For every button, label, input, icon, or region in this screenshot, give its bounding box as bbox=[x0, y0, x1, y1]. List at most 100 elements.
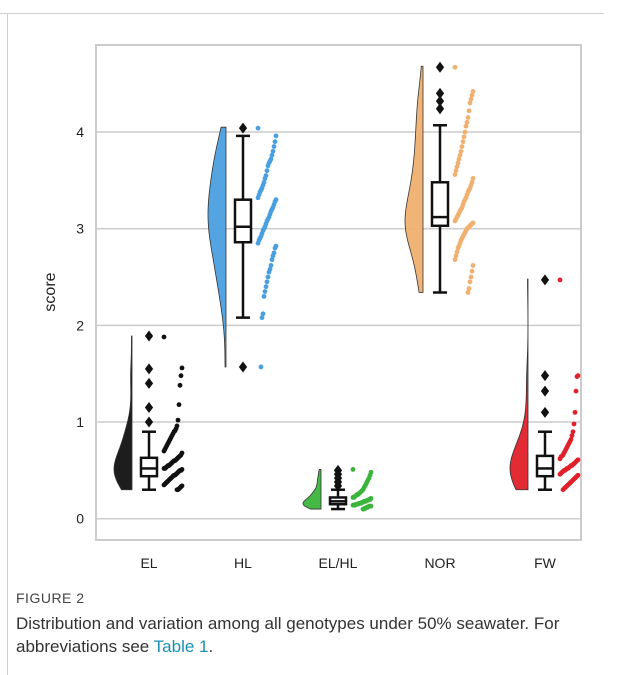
strip-point bbox=[260, 311, 266, 317]
strip-point bbox=[174, 487, 180, 493]
strip-point bbox=[270, 253, 276, 259]
strip-point bbox=[467, 100, 473, 106]
density-el bbox=[113, 335, 133, 491]
strip-point bbox=[453, 253, 459, 259]
x-tick-label: HL bbox=[234, 555, 252, 571]
strip-point bbox=[265, 274, 271, 280]
strip-point bbox=[470, 263, 476, 268]
strip-point bbox=[452, 218, 458, 224]
strip-point bbox=[470, 176, 476, 181]
strip-point bbox=[269, 152, 275, 158]
strip-point bbox=[273, 133, 279, 139]
strip-point bbox=[464, 119, 470, 125]
outlier-marker bbox=[540, 370, 550, 382]
figure-label: FIGURE 2 bbox=[16, 590, 85, 606]
strip-point bbox=[571, 421, 577, 427]
strip-point bbox=[350, 495, 356, 500]
strip-point bbox=[272, 139, 278, 145]
strip-point bbox=[255, 125, 261, 131]
strip-point bbox=[255, 240, 261, 246]
strip-point bbox=[557, 456, 563, 462]
y-tick-label: 0 bbox=[76, 511, 84, 527]
strip-point bbox=[452, 172, 458, 177]
figure-caption: FIGURE 2 Distribution and variation amon… bbox=[16, 590, 596, 658]
y-axis-label: score bbox=[42, 272, 59, 311]
strip-point bbox=[455, 160, 461, 166]
strip-point bbox=[262, 289, 268, 294]
strip-point bbox=[454, 164, 460, 170]
strip-point bbox=[268, 263, 274, 268]
strip-point bbox=[454, 249, 460, 255]
y-tick-label: 3 bbox=[76, 221, 84, 237]
strip-point bbox=[461, 134, 467, 140]
y-tick-label: 1 bbox=[76, 414, 84, 430]
box-hl bbox=[233, 198, 253, 244]
outlier-marker bbox=[144, 330, 154, 342]
figure-caption-text: Distribution and variation among all gen… bbox=[16, 612, 596, 658]
outlier-marker bbox=[540, 274, 550, 286]
y-tick-label: 4 bbox=[76, 124, 84, 140]
strip-point bbox=[258, 364, 264, 370]
strip-point bbox=[263, 284, 269, 290]
caption-body: Distribution and variation among all gen… bbox=[16, 614, 560, 656]
strip-point bbox=[452, 257, 458, 263]
outlier-marker bbox=[540, 406, 550, 418]
density-nor bbox=[404, 65, 424, 293]
strip-point bbox=[259, 315, 265, 321]
outlier-marker bbox=[144, 363, 154, 375]
strip-point bbox=[557, 471, 563, 477]
strip-point bbox=[573, 388, 579, 394]
strip-point bbox=[261, 293, 267, 299]
figure-frame-left bbox=[7, 13, 8, 675]
box-nor bbox=[430, 181, 450, 228]
strip-point bbox=[468, 96, 474, 102]
strip-point bbox=[265, 163, 271, 169]
outlier-marker bbox=[435, 61, 445, 73]
x-tick-label: FW bbox=[534, 555, 557, 571]
strip-point bbox=[572, 409, 578, 415]
x-tick-label: EL/HL bbox=[319, 555, 358, 571]
strip-point bbox=[457, 152, 463, 158]
strip-point bbox=[270, 148, 276, 154]
strip-point bbox=[468, 274, 474, 280]
density-hl bbox=[207, 126, 227, 368]
table-link[interactable]: Table 1 bbox=[153, 637, 209, 656]
outlier-marker bbox=[435, 103, 445, 115]
strip-point bbox=[570, 429, 576, 435]
x-tick-label: NOR bbox=[424, 555, 455, 571]
strip-point bbox=[161, 448, 167, 454]
strip-point bbox=[574, 374, 580, 380]
strip-point bbox=[455, 245, 461, 251]
strip-point bbox=[469, 92, 475, 98]
strip-point bbox=[466, 286, 472, 292]
outlier-marker bbox=[144, 377, 154, 389]
strip-point bbox=[266, 269, 272, 275]
strip-point bbox=[350, 502, 356, 508]
strip-point bbox=[465, 115, 471, 120]
outlier-marker bbox=[435, 95, 445, 107]
strip-point bbox=[462, 129, 468, 135]
strip-point bbox=[465, 290, 471, 295]
strip-point bbox=[264, 168, 270, 174]
strip-point bbox=[467, 279, 473, 285]
strip-point bbox=[271, 144, 277, 149]
outlier-marker bbox=[435, 87, 445, 99]
strip-point bbox=[272, 245, 278, 251]
raincloud-chart: score 0 1 2 3 4 EL HL EL/HL NOR FW bbox=[42, 44, 582, 571]
strip-point bbox=[262, 176, 268, 181]
box-el bbox=[139, 456, 159, 478]
strip-point bbox=[557, 277, 563, 283]
strip-point bbox=[161, 482, 167, 488]
strip-point bbox=[179, 365, 185, 371]
outlier-marker bbox=[238, 361, 248, 373]
y-tick-label: 2 bbox=[76, 317, 84, 333]
strip-point bbox=[470, 89, 476, 94]
outlier-marker bbox=[238, 122, 248, 134]
strip-point bbox=[269, 257, 275, 263]
strip-point bbox=[453, 168, 459, 174]
outlier-marker bbox=[333, 464, 343, 476]
strip-point bbox=[360, 506, 366, 512]
strip-point bbox=[175, 417, 181, 423]
strip-point bbox=[466, 108, 472, 114]
density-el-hl bbox=[302, 469, 322, 510]
